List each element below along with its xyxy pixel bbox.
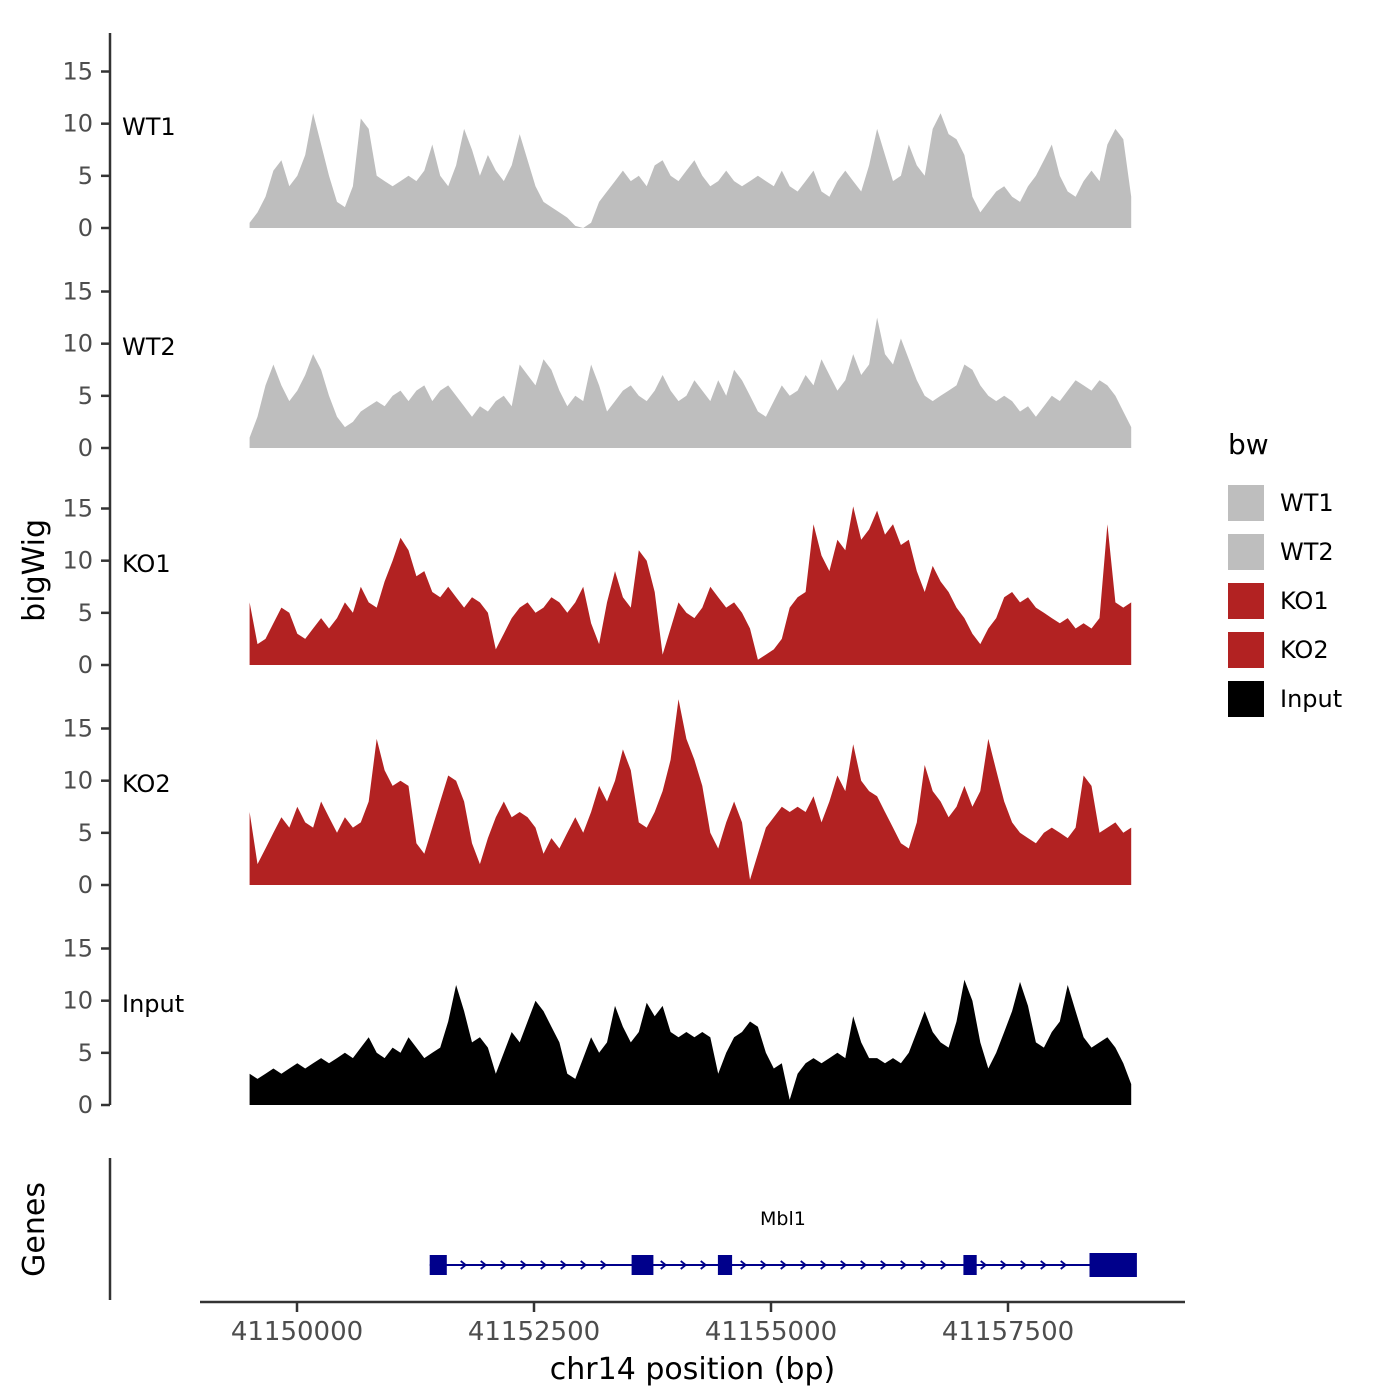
strand-arrow-icon [480, 1260, 488, 1270]
y-tick-label: 5 [78, 162, 93, 190]
y-tick-label: 15 [62, 935, 93, 963]
y-tick-label: 0 [78, 871, 93, 899]
legend-swatch [1228, 583, 1264, 619]
coverage-area-ko2 [249, 699, 1132, 885]
gene-name-label: Mbl1 [760, 1208, 806, 1230]
legend-label: Input [1280, 685, 1343, 713]
y-tick-label: 10 [62, 110, 93, 138]
y-tick-label: 15 [62, 495, 93, 523]
legend-entry-wt1: WT1 [1228, 485, 1342, 521]
strand-arrow-icon [1060, 1260, 1068, 1270]
y-axis-title: bigWig [16, 518, 52, 622]
strand-arrow-icon [900, 1260, 908, 1270]
y-tick-label: 0 [78, 1091, 93, 1119]
strand-arrow-icon [980, 1260, 988, 1270]
y-tick-label: 10 [62, 767, 93, 795]
y-tick-label: 5 [78, 819, 93, 847]
strand-arrow-icon [780, 1260, 788, 1270]
legend-title: bw [1228, 428, 1269, 461]
coverage-area-wt1 [249, 113, 1132, 228]
y-tick-label: 10 [62, 987, 93, 1015]
legend: bw WT1 WT2 KO1 KO2 Input [1228, 428, 1342, 730]
track-label-input: Input [122, 990, 184, 1018]
strand-arrow-icon [600, 1260, 608, 1270]
strand-arrow-icon [840, 1260, 848, 1270]
legend-entry-ko1: KO1 [1228, 583, 1342, 619]
legend-entry-ko2: KO2 [1228, 632, 1342, 668]
strand-arrow-icon [560, 1260, 568, 1270]
legend-entry-wt2: WT2 [1228, 534, 1342, 570]
x-tick-label: 41155000 [705, 1317, 837, 1347]
gene-exon [429, 1255, 447, 1275]
strand-arrow-icon [660, 1260, 668, 1270]
track-label-wt1: WT1 [122, 113, 176, 141]
y-tick-label: 15 [62, 715, 93, 743]
track-label-ko1: KO1 [122, 550, 171, 578]
coverage-area-ko1 [249, 506, 1132, 665]
strand-arrow-icon [920, 1260, 928, 1270]
x-tick-label: 41157500 [942, 1317, 1074, 1347]
legend-label: KO2 [1280, 636, 1329, 664]
legend-label: WT2 [1280, 538, 1334, 566]
legend-swatch [1228, 485, 1264, 521]
strand-arrow-icon [520, 1260, 528, 1270]
y-tick-label: 0 [78, 651, 93, 679]
strand-arrow-icon [940, 1260, 948, 1270]
gene-exon [963, 1255, 977, 1275]
x-axis-title: chr14 position (bp) [549, 1352, 836, 1387]
y-tick-label: 0 [78, 214, 93, 242]
legend-entry-input: Input [1228, 681, 1342, 717]
y-tick-label: 0 [78, 434, 93, 462]
gene-exon [631, 1255, 654, 1275]
legend-label: WT1 [1280, 489, 1334, 517]
y-tick-label: 15 [62, 58, 93, 86]
genes-panel-title-wrap: Genes [14, 1158, 54, 1300]
y-axis-title-wrap: bigWig [14, 35, 54, 1105]
y-tick-label: 5 [78, 1039, 93, 1067]
strand-arrow-icon [700, 1260, 708, 1270]
track-label-wt2: WT2 [122, 333, 176, 361]
strand-arrow-icon [860, 1260, 868, 1270]
x-tick-label: 41150000 [231, 1317, 363, 1347]
strand-arrow-icon [680, 1260, 688, 1270]
strand-arrow-icon [500, 1260, 508, 1270]
genes-panel-title: Genes [16, 1181, 52, 1277]
y-tick-label: 10 [62, 330, 93, 358]
legend-swatch [1228, 681, 1264, 717]
strand-arrow-icon [460, 1260, 468, 1270]
x-tick-label: 41152500 [468, 1317, 600, 1347]
gene-exon [717, 1255, 733, 1275]
y-tick-label: 15 [62, 278, 93, 306]
strand-arrow-icon [1040, 1260, 1048, 1270]
strand-arrow-icon [540, 1260, 548, 1270]
strand-arrow-icon [740, 1260, 748, 1270]
coverage-area-input [249, 979, 1132, 1105]
legend-entries: WT1 WT2 KO1 KO2 Input [1228, 485, 1342, 717]
strand-arrow-icon [800, 1260, 808, 1270]
y-tick-label: 5 [78, 382, 93, 410]
strand-arrow-icon [880, 1260, 888, 1270]
legend-label: KO1 [1280, 587, 1329, 615]
strand-arrow-icon [580, 1260, 588, 1270]
strand-arrow-icon [1020, 1260, 1028, 1270]
y-tick-label: 10 [62, 547, 93, 575]
coverage-area-wt2 [249, 317, 1132, 448]
gene-exon [1089, 1253, 1137, 1277]
legend-swatch [1228, 632, 1264, 668]
track-label-ko2: KO2 [122, 770, 171, 798]
y-tick-label: 5 [78, 599, 93, 627]
strand-arrow-icon [1000, 1260, 1008, 1270]
strand-arrow-icon [820, 1260, 828, 1270]
legend-swatch [1228, 534, 1264, 570]
strand-arrow-icon [760, 1260, 768, 1270]
